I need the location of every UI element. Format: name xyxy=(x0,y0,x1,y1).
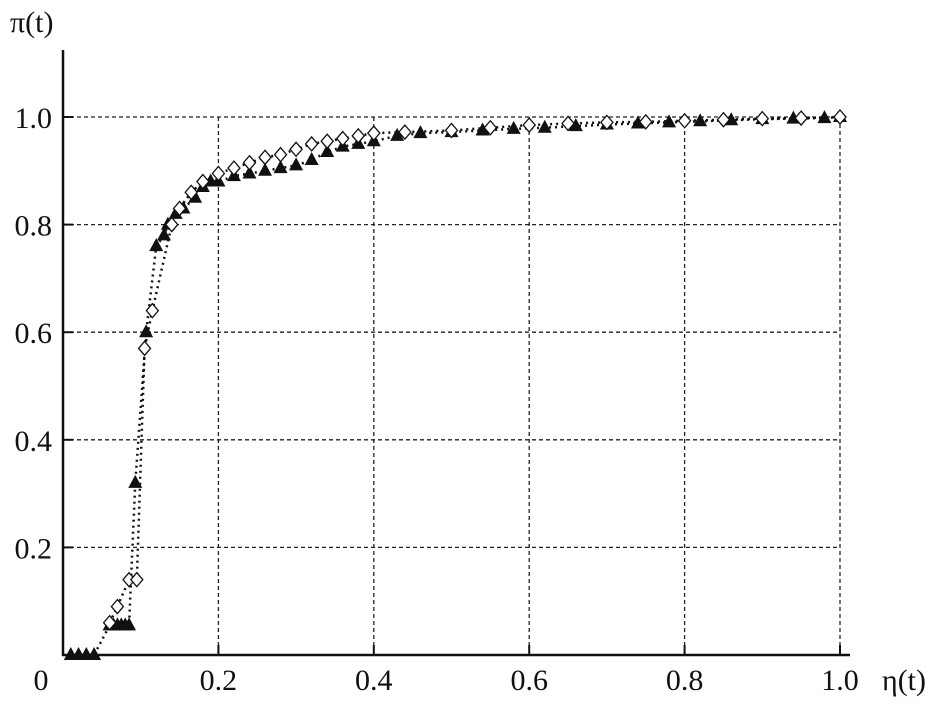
diamond-marker xyxy=(335,130,350,147)
triangle-marker xyxy=(139,324,154,338)
triangle-marker xyxy=(475,122,490,136)
diamond-marker xyxy=(164,216,179,233)
triangle-marker xyxy=(662,114,677,128)
triangle-marker xyxy=(273,160,288,174)
triangle-marker xyxy=(304,152,319,166)
ticks: 0 0.2 0.4 0.6 0.8 1.0 0.2 0.4 0.6 0.8 1.0 xyxy=(15,102,859,697)
diamond-marker xyxy=(273,146,288,163)
series-open-diamond xyxy=(102,109,847,631)
triangle-marker xyxy=(157,227,172,241)
triangle-marker xyxy=(390,127,405,141)
x-axis-label: η(t) xyxy=(882,664,926,697)
triangle-marker xyxy=(242,165,257,179)
diamond-marker xyxy=(677,112,692,129)
diamond-marker xyxy=(320,133,335,150)
diamond-marker xyxy=(102,614,117,631)
x-tick-label: 0.4 xyxy=(355,664,393,697)
diamond-marker xyxy=(483,119,498,136)
series-filled-triangle xyxy=(63,109,847,660)
triangle-marker xyxy=(413,125,428,139)
x-tick-label: 0.6 xyxy=(510,664,548,697)
diamond-marker xyxy=(561,115,575,132)
diamond-marker xyxy=(110,598,125,615)
triangle-marker xyxy=(506,120,521,134)
triangle-marker xyxy=(320,143,335,157)
diamond-marker xyxy=(833,109,847,125)
diamond-marker xyxy=(638,113,653,130)
diamond-marker xyxy=(227,160,241,177)
y-tick-label: 1.0 xyxy=(15,102,53,135)
diamond-marker xyxy=(137,340,152,357)
diamond-marker xyxy=(289,141,303,158)
triangle-marker xyxy=(289,157,304,171)
series-line xyxy=(70,115,841,657)
diamond-marker xyxy=(129,571,144,588)
diamond-marker xyxy=(242,154,257,171)
triangle-marker xyxy=(149,238,164,252)
triangle-marker xyxy=(122,617,137,631)
diamond-marker xyxy=(398,124,412,141)
diamond-marker xyxy=(444,122,459,139)
triangle-marker xyxy=(630,115,645,129)
triangle-marker xyxy=(537,119,552,133)
diamond-marker xyxy=(184,184,199,201)
diamond-marker xyxy=(794,110,809,127)
y-tick-label: 0.2 xyxy=(15,532,53,565)
y-tick-label: 0.6 xyxy=(15,317,53,350)
x-tick-label: 1.0 xyxy=(821,664,859,697)
series-layer xyxy=(63,109,847,660)
diamond-marker xyxy=(211,165,226,182)
diamond-marker xyxy=(716,111,731,128)
y-axis-label: π(t) xyxy=(10,6,53,39)
triangle-marker xyxy=(258,162,273,176)
diamond-marker xyxy=(351,127,366,144)
diamond-marker xyxy=(258,149,272,166)
diamond-marker xyxy=(600,114,614,131)
diamond-marker xyxy=(366,125,381,142)
x-tick-label: 0 xyxy=(34,664,49,697)
diamond-marker xyxy=(196,173,210,190)
diamond-marker xyxy=(755,110,770,127)
x-tick-label: 0.8 xyxy=(666,664,704,697)
triangle-marker xyxy=(817,110,832,124)
y-tick-label: 0.8 xyxy=(15,210,53,243)
diamond-marker xyxy=(172,200,187,217)
grid xyxy=(63,116,841,655)
triangle-marker xyxy=(568,118,583,132)
diamond-marker xyxy=(522,117,537,134)
diamond-marker xyxy=(145,302,160,319)
y-tick-label: 0.4 xyxy=(15,425,53,458)
diamond-marker xyxy=(304,135,319,152)
triangle-marker xyxy=(87,647,102,660)
x-tick-label: 0.2 xyxy=(200,664,238,697)
